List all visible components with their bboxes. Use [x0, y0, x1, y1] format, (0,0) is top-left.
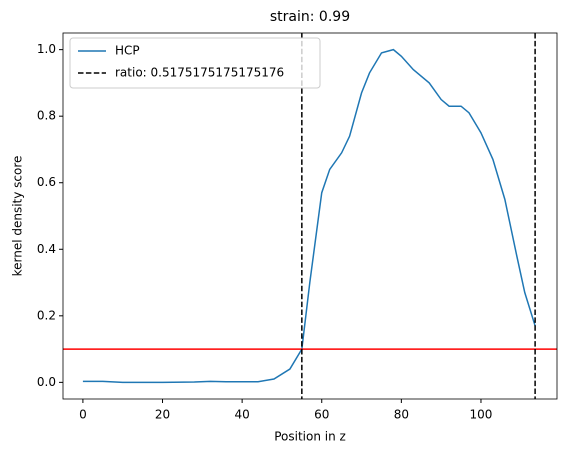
y-tick-label: 1.0	[37, 42, 56, 56]
x-tick-label: 20	[155, 408, 170, 422]
chart-title: strain: 0.99	[270, 9, 350, 25]
legend-label: HCP	[115, 44, 140, 58]
x-tick-label: 40	[234, 408, 249, 422]
x-tick-label: 80	[394, 408, 409, 422]
x-tick-label: 60	[314, 408, 329, 422]
y-tick-label: 0.8	[37, 109, 56, 123]
y-tick-label: 0.2	[37, 308, 56, 322]
x-tick-label: 0	[79, 408, 87, 422]
axes-frame	[62, 32, 558, 400]
y-tick-label: 0.0	[37, 375, 56, 389]
y-tick-label: 0.4	[37, 242, 56, 256]
x-axis-label: Position in z	[274, 430, 346, 444]
y-tick-label: 0.6	[37, 175, 56, 189]
y-axis-label: kernel density score	[11, 156, 25, 277]
data-line	[82, 48, 536, 384]
legend-box	[69, 37, 321, 89]
x-tick-label: 100	[470, 408, 493, 422]
legend-label: ratio: 0.5175175175175176	[115, 66, 284, 80]
